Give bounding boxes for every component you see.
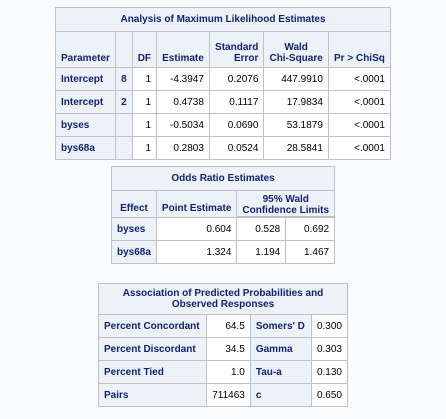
cell-stderr: 0.0690 [208, 113, 265, 137]
table-row: byses 0.604 0.528 0.692 [111, 217, 336, 241]
row-label: byses [54, 113, 117, 137]
cell-value: 34.5 [205, 337, 251, 361]
cell-point: 0.604 [155, 217, 238, 241]
row-label: bys68a [54, 136, 117, 160]
row-label: Tau-a [249, 360, 312, 384]
assoc-title: Association of Predicted Probabilities a… [98, 283, 348, 315]
mle-header-wald-line2: Chi-Square [269, 53, 323, 64]
cell-df: 1 [131, 136, 158, 160]
odds-header-ci: 95% Wald Confidence Limits [236, 190, 336, 217]
cell-p: <.0001 [327, 136, 392, 160]
row-level: 2 [115, 90, 133, 114]
row-label: Percent Concordant [98, 314, 207, 338]
table-row: Intercept 8 1 -4.3947 0.2076 447.9910 <.… [54, 67, 392, 91]
cell-upper: 0.692 [285, 217, 336, 241]
cell-df: 1 [131, 90, 158, 114]
odds-header-effect: Effect [111, 190, 157, 218]
mle-header-stderr-line2: Error [233, 53, 259, 64]
mle-table: Analysis of Maximum Likelihood Estimates… [54, 7, 392, 160]
table-row: Percent Discordant 34.5 Gamma 0.303 [98, 337, 349, 361]
mle-header-p: Pr > ChiSq [327, 31, 392, 68]
row-label: Gamma [249, 337, 312, 361]
row-level [115, 136, 133, 160]
cell-estimate: 0.4738 [156, 90, 210, 114]
row-level: 8 [115, 67, 133, 91]
cell-value: 0.300 [310, 314, 349, 338]
cell-estimate: -4.3947 [156, 67, 210, 91]
mle-header-wald: Wald Chi-Square [263, 31, 329, 68]
cell-p: <.0001 [327, 67, 392, 91]
mle-header-df: DF [131, 31, 158, 68]
cell-stderr: 0.0524 [208, 136, 265, 160]
cell-estimate: -0.5034 [156, 113, 210, 137]
mle-header-wald-line1: Wald [284, 42, 308, 53]
table-row: bys68a 1.324 1.194 1.467 [111, 240, 336, 264]
table-row: Percent Concordant 64.5 Somers' D 0.300 [98, 314, 349, 338]
odds-header-ci-line1: 95% Wald [262, 194, 309, 205]
row-label: Somers' D [249, 314, 312, 338]
cell-lower: 0.528 [236, 217, 287, 241]
cell-upper: 1.467 [285, 240, 336, 264]
mle-header-stderr-line1: Standard [215, 42, 259, 53]
row-label: c [249, 383, 312, 407]
odds-ratio-table: Odds Ratio Estimates Effect Point Estima… [110, 166, 336, 264]
assoc-title-line2: Observed Responses [171, 299, 275, 310]
row-label: Intercept [54, 67, 117, 91]
mle-header-estimate: Estimate [156, 31, 210, 68]
association-table: Association of Predicted Probabilities a… [98, 283, 349, 407]
cell-value: 711463 [205, 383, 251, 407]
table-row: byses 1 -0.5034 0.0690 53.1879 <.0001 [54, 113, 392, 137]
row-label: Percent Discordant [98, 337, 207, 361]
cell-p: <.0001 [327, 90, 392, 114]
cell-point: 1.324 [155, 240, 238, 264]
row-label: bys68a [111, 240, 157, 264]
cell-estimate: 0.2803 [156, 136, 210, 160]
cell-wald: 28.5841 [263, 136, 329, 160]
mle-header-stderr: Standard Error [208, 31, 265, 68]
row-label: Intercept [54, 90, 117, 114]
row-label: byses [111, 217, 157, 241]
cell-stderr: 0.2076 [208, 67, 265, 91]
cell-wald: 53.1879 [263, 113, 329, 137]
cell-df: 1 [131, 113, 158, 137]
cell-stderr: 0.1117 [208, 90, 265, 114]
odds-header-ci-line2: Confidence Limits [242, 205, 330, 216]
table-row: Percent Tied 1.0 Tau-a 0.130 [98, 360, 349, 384]
cell-value: 64.5 [205, 314, 251, 338]
cell-df: 1 [131, 67, 158, 91]
table-row: bys68a 1 0.2803 0.0524 28.5841 <.0001 [54, 136, 392, 160]
mle-header-parameter: Parameter [54, 31, 117, 68]
cell-wald: 17.9834 [263, 90, 329, 114]
cell-lower: 1.194 [236, 240, 287, 264]
cell-value: 1.0 [205, 360, 251, 384]
row-level [115, 113, 133, 137]
table-row: Intercept 2 1 0.4738 0.1117 17.9834 <.00… [54, 90, 392, 114]
cell-value: 0.650 [310, 383, 349, 407]
cell-value: 0.303 [310, 337, 349, 361]
row-label: Pairs [98, 383, 207, 407]
assoc-title-line1: Association of Predicted Probabilities a… [122, 288, 324, 299]
cell-wald: 447.9910 [263, 67, 329, 91]
odds-header-point: Point Estimate [155, 190, 238, 218]
mle-header-level [115, 31, 133, 68]
mle-title: Analysis of Maximum Likelihood Estimates [55, 7, 391, 32]
cell-value: 0.130 [310, 360, 349, 384]
row-label: Percent Tied [98, 360, 207, 384]
table-row: Pairs 711463 c 0.650 [98, 383, 349, 407]
odds-title: Odds Ratio Estimates [110, 166, 336, 191]
cell-p: <.0001 [327, 113, 392, 137]
